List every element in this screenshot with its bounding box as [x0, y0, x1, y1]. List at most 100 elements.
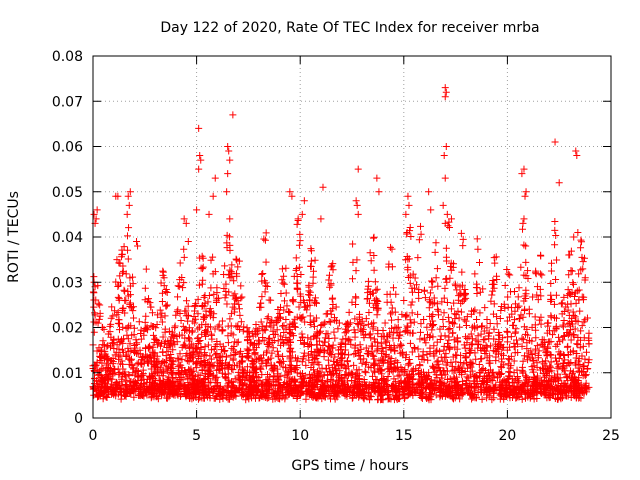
data-point	[493, 348, 501, 356]
data-point	[116, 338, 124, 346]
data-point	[223, 300, 231, 308]
data-point	[483, 324, 491, 332]
data-point	[111, 369, 119, 377]
data-point	[554, 381, 562, 389]
data-point	[585, 356, 593, 364]
data-point	[373, 311, 381, 319]
data-point	[406, 279, 414, 287]
data-point	[254, 373, 262, 381]
data-point	[144, 385, 152, 393]
data-point	[445, 333, 453, 341]
data-point	[379, 326, 387, 334]
data-point	[440, 309, 448, 317]
data-point	[140, 380, 148, 388]
data-point	[447, 305, 455, 313]
data-point	[180, 253, 188, 261]
data-point	[551, 218, 559, 226]
data-point	[180, 215, 188, 223]
data-point	[331, 353, 339, 361]
data-point	[181, 391, 189, 399]
data-point	[414, 310, 422, 318]
data-point	[258, 293, 266, 301]
data-point	[197, 352, 205, 360]
data-point	[457, 299, 465, 307]
data-point	[289, 297, 297, 305]
data-point	[441, 219, 449, 227]
data-point	[375, 188, 383, 196]
data-point	[546, 363, 554, 371]
data-point	[222, 280, 230, 288]
data-point	[287, 363, 295, 371]
data-point	[490, 325, 498, 333]
data-point	[527, 390, 535, 398]
data-point	[174, 282, 182, 290]
data-point	[474, 340, 482, 348]
data-point	[153, 311, 161, 319]
data-point	[459, 381, 467, 389]
data-point	[213, 340, 221, 348]
data-point	[377, 340, 385, 348]
data-point	[227, 310, 235, 318]
data-point	[522, 188, 530, 196]
data-point	[379, 347, 387, 355]
data-point	[383, 290, 391, 298]
data-point	[445, 223, 453, 231]
data-point	[500, 300, 508, 308]
data-point	[309, 273, 317, 281]
data-point	[266, 319, 274, 327]
data-point	[362, 315, 370, 323]
axis-ticks: 0 0.01 0.02 0.03 0.04 0.05 0.06 0.07 0.08 0 5 10 15 2…	[52, 49, 620, 444]
data-point	[337, 355, 345, 363]
data-point	[572, 354, 580, 362]
data-point	[302, 379, 310, 387]
data-point	[317, 215, 325, 223]
data-point	[120, 243, 128, 251]
data-point	[306, 312, 314, 320]
data-point	[292, 323, 300, 331]
data-point	[455, 392, 463, 400]
data-point	[511, 349, 519, 357]
data-point	[141, 284, 149, 292]
data-point	[229, 303, 237, 311]
data-point	[204, 384, 212, 392]
data-point	[157, 279, 165, 287]
data-point	[125, 347, 133, 355]
data-point	[338, 361, 346, 369]
data-point	[360, 391, 368, 399]
data-point	[196, 152, 204, 160]
data-point	[167, 354, 175, 362]
data-point	[127, 382, 135, 390]
data-point	[246, 332, 254, 340]
data-point	[503, 327, 511, 335]
data-point	[418, 379, 426, 387]
data-point	[201, 343, 209, 351]
data-point	[143, 375, 151, 383]
data-point	[180, 388, 188, 396]
data-point	[474, 245, 482, 253]
data-point	[460, 341, 468, 349]
data-point	[184, 317, 192, 325]
data-point	[185, 344, 193, 352]
data-point	[533, 342, 541, 350]
data-point	[417, 230, 425, 238]
data-point	[426, 298, 434, 306]
data-point	[325, 318, 333, 326]
data-point	[153, 336, 161, 344]
data-point	[442, 244, 450, 252]
data-point	[297, 271, 305, 279]
y-tick-label: 0.03	[52, 275, 83, 291]
data-point	[370, 378, 378, 386]
data-point	[520, 165, 528, 173]
data-point	[467, 341, 475, 349]
data-point	[481, 304, 489, 312]
data-point	[374, 365, 382, 373]
data-point	[265, 296, 273, 304]
data-point	[239, 327, 247, 335]
data-point	[317, 346, 325, 354]
data-point	[374, 306, 382, 314]
data-point	[124, 335, 132, 343]
data-point	[552, 276, 560, 284]
data-point	[201, 291, 209, 299]
data-point	[187, 390, 195, 398]
data-point	[470, 377, 478, 385]
